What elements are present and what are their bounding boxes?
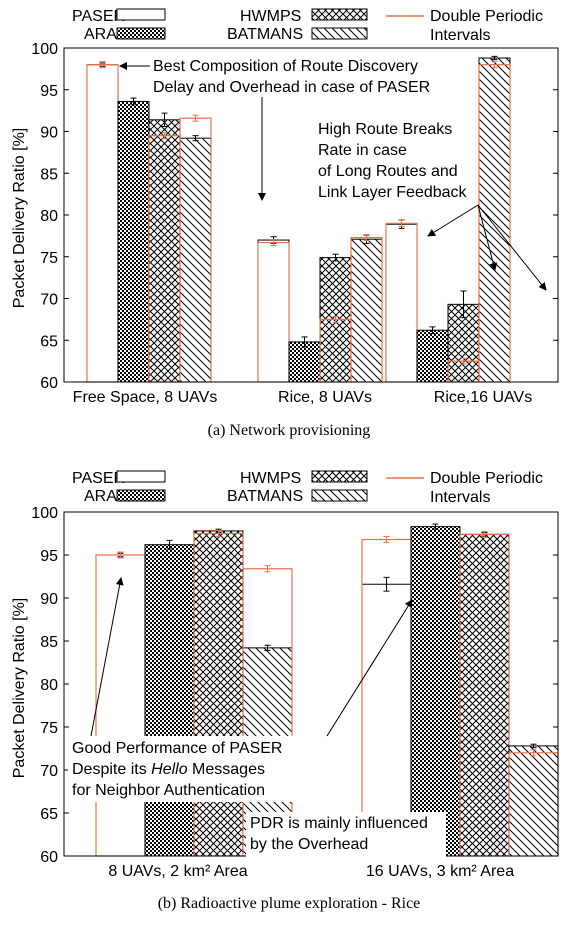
bar-aran (416, 329, 449, 383)
annotation-good-line-3: for Neighbor Authentication (72, 782, 265, 799)
legend-hwmps-label: HWMPS (240, 8, 301, 25)
annotation-pdr-line-1: PDR is mainly influenced (250, 815, 428, 832)
y-tick-label: 70 (40, 763, 58, 780)
y-tick-label: 80 (40, 208, 58, 225)
bar-hwmps (193, 530, 244, 857)
y-tick-label: 70 (40, 292, 58, 309)
legend-batmans-swatch (311, 27, 368, 40)
bar-paser (95, 554, 146, 857)
annotation-breaks-arrow-1 (427, 204, 479, 237)
x-category-label: Free Space, 8 UAVs (73, 389, 218, 406)
annotation-best-composition: Best Composition of Route Discovery Dela… (119, 58, 430, 201)
x-category-label: 16 UAVs, 3 km² Area (366, 863, 514, 880)
annotation-best-line-2: Delay and Overhead in case of PASER (153, 79, 430, 96)
legend-batmans-label: BATMANS (227, 488, 303, 505)
y-axis-label-b: Packet Delivery Ratio [%] (11, 598, 28, 779)
y-ticks-b: 60 65 70 75 80 85 90 95 100 (31, 505, 558, 866)
plot-frame-a (63, 47, 559, 383)
bar-aran (410, 526, 461, 857)
bar-batmans (350, 238, 383, 383)
y-tick-label: 80 (40, 677, 58, 694)
legend-aran-swatch (116, 27, 166, 40)
legend-paser-swatch (116, 470, 166, 483)
y-ticks-a: 60 65 70 75 80 85 90 95 100 (31, 41, 558, 392)
annotation-good-line-2: Despite its Hello Messages (72, 761, 265, 778)
y-tick-label: 85 (40, 634, 58, 651)
x-category-label: Rice,16 UAVs (434, 389, 532, 406)
bar-paser (257, 239, 290, 383)
y-tick-label: 75 (40, 720, 58, 737)
legend-a: PASER ARAN HWMPS BATMANS Double Periodic… (72, 8, 543, 44)
chart-b: PASER ARAN HWMPS BATMANS Double Periodic… (11, 470, 559, 912)
legend-paser-label: PASER (72, 470, 125, 487)
chart-a: PASER ARAN HWMPS BATMANS Double Periodic… (11, 8, 559, 439)
bar-hwmps (459, 533, 510, 857)
legend-double-label-1: Double Periodic (430, 8, 543, 25)
legend-paser-swatch (116, 8, 166, 21)
annotation-pdr-overhead: PDR is mainly influenced by the Overhead (246, 812, 446, 858)
y-tick-label: 95 (40, 548, 58, 565)
annotation-good-line-1: Good Performance of PASER (72, 740, 282, 757)
y-tick-label: 75 (40, 250, 58, 267)
caption-a: (a) Network provisioning (208, 422, 371, 439)
annotation-breaks-arrow-3 (477, 204, 547, 291)
bar-paser (86, 64, 119, 383)
legend-batmans-label: BATMANS (227, 26, 303, 43)
x-category-label: 8 UAVs, 2 km² Area (108, 863, 247, 880)
annotation-good-arrow-1 (90, 577, 124, 737)
bar-aran (288, 341, 321, 383)
legend-double-label-2: Intervals (430, 27, 490, 44)
y-axis-label-a: Packet Delivery Ratio [%] (11, 128, 28, 309)
bar-aran (144, 544, 195, 857)
y-tick-label: 90 (40, 591, 58, 608)
y-tick-label: 60 (40, 849, 58, 866)
annotation-best-line-1: Best Composition of Route Discovery (153, 58, 418, 75)
legend-hwmps-swatch (311, 8, 368, 21)
annotation-breaks-line-4: Link Layer Feedback (318, 184, 468, 201)
bar-hwmps (148, 119, 181, 383)
y-tick-label: 65 (40, 333, 58, 350)
y-tick-label: 100 (31, 41, 58, 58)
y-tick-label: 95 (40, 83, 58, 100)
bars-b (95, 523, 559, 857)
legend-hwmps-label: HWMPS (240, 470, 301, 487)
bar-batmans (478, 57, 511, 383)
caption-b: (b) Radioactive plume exploration - Rice (158, 895, 421, 912)
legend-aran-swatch (116, 489, 166, 502)
annotation-breaks-line-2: Rate in case (318, 142, 407, 159)
annotation-route-breaks: High Route Breaks Rate in case of Long R… (318, 121, 547, 291)
legend-double-label-2: Intervals (430, 489, 490, 506)
annotation-breaks-arrow-2 (477, 204, 498, 271)
legend-batmans-swatch (311, 489, 368, 502)
x-categories-a: Free Space, 8 UAVs Rice, 8 UAVs Rice,16 UA… (73, 389, 533, 406)
x-categories-b: 8 UAVs, 2 km² Area 16 UAVs, 3 km² Area (108, 863, 514, 880)
y-tick-label: 60 (40, 375, 58, 392)
annotation-breaks-line-3: of Long Routes and (318, 163, 458, 180)
legend-paser-label: PASER (72, 8, 125, 25)
annotation-pdr-line-2: by the Overhead (250, 836, 368, 853)
bar-paser (361, 583, 412, 857)
bar-batmans (508, 745, 559, 857)
bar-paser (385, 223, 418, 383)
x-category-label: Rice, 8 UAVs (278, 389, 372, 406)
bars-a (86, 55, 511, 383)
annotation-good-arrow-2 (326, 599, 413, 737)
legend-b: PASER ARAN HWMPS BATMANS Double Periodic… (72, 470, 543, 506)
bar-aran (117, 100, 150, 383)
bar-batmans (179, 137, 212, 383)
y-tick-label: 100 (31, 505, 58, 522)
legend-double-label-1: Double Periodic (430, 470, 543, 487)
legend-hwmps-swatch (311, 470, 368, 483)
y-tick-label: 65 (40, 806, 58, 823)
annotation-good-performance: Good Performance of PASER Despite its He… (68, 577, 413, 802)
y-tick-label: 90 (40, 125, 58, 142)
annotation-breaks-line-1: High Route Breaks (318, 121, 452, 138)
y-tick-label: 85 (40, 166, 58, 183)
